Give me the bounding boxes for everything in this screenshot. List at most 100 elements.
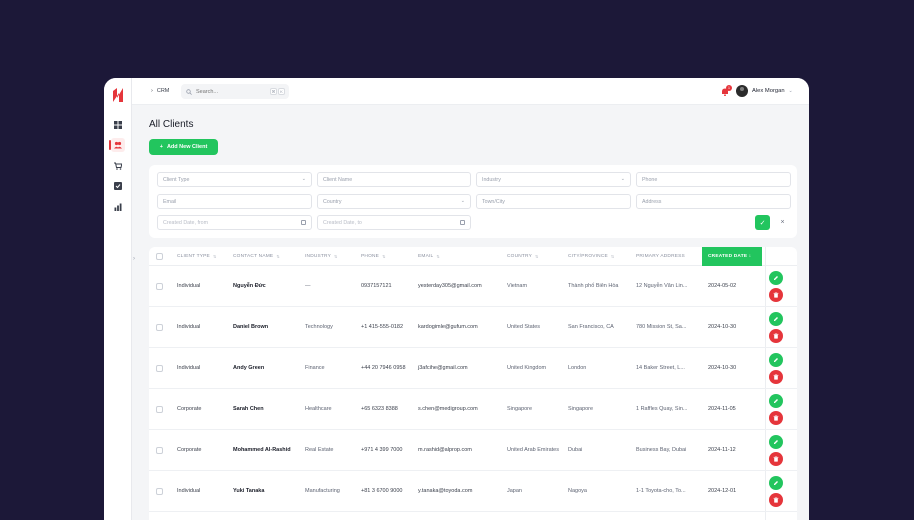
table-row[interactable]: Individual Daniel Brown Technology +1 415-5… [149, 307, 797, 348]
row-checkbox[interactable] [156, 406, 163, 413]
cell-address: Business Bay, Dubai [636, 447, 687, 453]
col-created-date-label: CREATED DATE ↓ [708, 254, 752, 259]
cell-email[interactable]: kardogimle@gufum.com [418, 324, 478, 330]
shortcut-key-cmd: ⌘ [270, 88, 277, 95]
edit-button[interactable] [769, 271, 783, 285]
close-icon: × [780, 219, 785, 226]
client-name-placeholder: Client Name [323, 176, 353, 183]
cell-email[interactable]: y.tanaka@toyoda.com [418, 488, 473, 494]
address-input[interactable]: Address [636, 194, 791, 209]
cell-city: London [568, 365, 587, 371]
industry-select[interactable]: Industry ⌄ [476, 172, 631, 187]
table-row[interactable]: Corporate Sarah Chen Healthcare +65 6323 83… [149, 389, 797, 430]
row-checkbox[interactable] [156, 365, 163, 372]
filter-panel: Client Type ⌄ Client Name Industry ⌄ Phone… [149, 165, 797, 238]
col-city-label: CITY/PROVINCE [568, 254, 608, 259]
edit-button[interactable] [769, 476, 783, 490]
town-city-input[interactable]: Town/City [476, 194, 631, 209]
delete-button[interactable] [769, 411, 783, 425]
cell-country: Vietnam [507, 283, 528, 289]
delete-button[interactable] [769, 329, 783, 343]
col-contact-name[interactable]: CONTACT NAME ⇅ [233, 247, 280, 266]
app-logo[interactable] [112, 87, 124, 103]
page-title: All Clients [149, 119, 194, 130]
table-row[interactable]: Individual Yuki Tanaka Manufacturing +81 3 … [149, 471, 797, 512]
table-row[interactable]: Corporate Mohammed Al-Rashid Real Estate +9… [149, 430, 797, 471]
created-from-placeholder: Created Date, from [163, 219, 209, 226]
delete-button[interactable] [769, 452, 783, 466]
col-city[interactable]: CITY/PROVINCE ⇅ [568, 247, 614, 266]
created-from-input[interactable]: Created Date, from [157, 215, 312, 230]
sidebar-item-clients[interactable] [109, 138, 125, 152]
clients-table: CLIENT TYPE ⇅ CONTACT NAME ⇅ INDUSTRY ⇅ PHO… [149, 247, 797, 520]
industry-placeholder: Industry [482, 176, 501, 183]
search-box[interactable]: ⌘ K [181, 84, 289, 99]
cell-date: 2024-11-12 [708, 447, 736, 453]
table-row[interactable]: Individual Nguyễn Đức — 0937157121 yesterday… [149, 266, 797, 307]
edit-button[interactable] [769, 435, 783, 449]
cell-email[interactable]: j3afcihe@gmail.com [418, 365, 468, 371]
col-client-type[interactable]: CLIENT TYPE ⇅ [177, 247, 217, 266]
edit-button[interactable] [769, 312, 783, 326]
row-checkbox[interactable] [156, 324, 163, 331]
cell-phone: +971 4 399 7000 [361, 447, 403, 453]
sidebar-item-tasks[interactable] [111, 179, 125, 193]
trash-icon [773, 456, 779, 462]
cell-email[interactable]: m.rashid@alprop.com [418, 447, 472, 453]
cell-country: Singapore [507, 406, 533, 412]
row-checkbox[interactable] [156, 283, 163, 290]
clear-filters-button[interactable]: × [775, 215, 790, 230]
col-address-label: PRIMARY ADDRESS [636, 254, 685, 259]
phone-input[interactable]: Phone [636, 172, 791, 187]
col-country[interactable]: COUNTRY ⇅ [507, 247, 539, 266]
sidebar-item-dashboard[interactable] [111, 118, 125, 132]
delete-button[interactable] [769, 288, 783, 302]
pencil-icon [774, 276, 778, 280]
country-select[interactable]: Country ⌄ [317, 194, 471, 209]
col-address[interactable]: PRIMARY ADDRESS [636, 247, 685, 266]
sidebar-collapse-icon[interactable]: › [133, 256, 135, 262]
apply-filters-button[interactable]: ✓ [755, 215, 770, 230]
plus-icon: + [159, 144, 163, 150]
col-created-date[interactable]: CREATED DATE ↓ [702, 247, 762, 266]
edit-button[interactable] [769, 394, 783, 408]
cell-date: 2024-10-30 [708, 324, 737, 330]
cell-phone: +65 6323 8388 [361, 406, 398, 412]
cell-country: United Arab Emirates [507, 447, 559, 453]
client-name-input[interactable]: Client Name [317, 172, 471, 187]
grid-icon [114, 121, 122, 129]
row-checkbox[interactable] [156, 488, 163, 495]
add-client-button[interactable]: + Add New Client [149, 139, 218, 155]
address-placeholder: Address [642, 198, 662, 205]
email-input[interactable]: Email [157, 194, 312, 209]
created-to-input[interactable]: Created Date, to [317, 215, 471, 230]
col-email[interactable]: EMAIL ⇅ [418, 247, 440, 266]
edit-button[interactable] [769, 353, 783, 367]
sort-icon: ⇅ [334, 254, 338, 259]
pencil-icon [774, 481, 778, 485]
select-all-checkbox[interactable] [156, 253, 163, 260]
col-industry-label: INDUSTRY [305, 254, 332, 259]
cell-name: Andy Green [233, 365, 265, 371]
cell-email[interactable]: s.chen@medigroup.com [418, 406, 478, 412]
cell-phone: +44 20 7946 0958 [361, 365, 406, 371]
client-type-select[interactable]: Client Type ⌄ [157, 172, 312, 187]
cell-industry: Technology [305, 324, 333, 330]
chevron-down-icon: ⌄ [301, 176, 306, 182]
table-row[interactable]: Individual Andy Green Finance +44 20 7946 0… [149, 348, 797, 389]
delete-button[interactable] [769, 493, 783, 507]
sidebar-item-reports[interactable] [111, 200, 125, 214]
users-icon [114, 141, 122, 149]
breadcrumb-crm[interactable]: CRM [156, 88, 170, 94]
col-phone[interactable]: PHONE ⇅ [361, 247, 386, 266]
cell-email[interactable]: yesterday305@gmail.com [418, 283, 482, 289]
sidebar-item-orders[interactable] [111, 159, 125, 173]
row-checkbox[interactable] [156, 447, 163, 454]
chevron-down-icon: ⌄ [788, 88, 793, 94]
cell-name: Daniel Brown [233, 324, 269, 330]
user-menu[interactable]: Alex Morgan ⌄ [736, 85, 793, 97]
col-industry[interactable]: INDUSTRY ⇅ [305, 247, 338, 266]
delete-button[interactable] [769, 370, 783, 384]
search-input[interactable] [196, 88, 262, 95]
cell-address: 780 Mission St, Sa... [636, 324, 687, 330]
